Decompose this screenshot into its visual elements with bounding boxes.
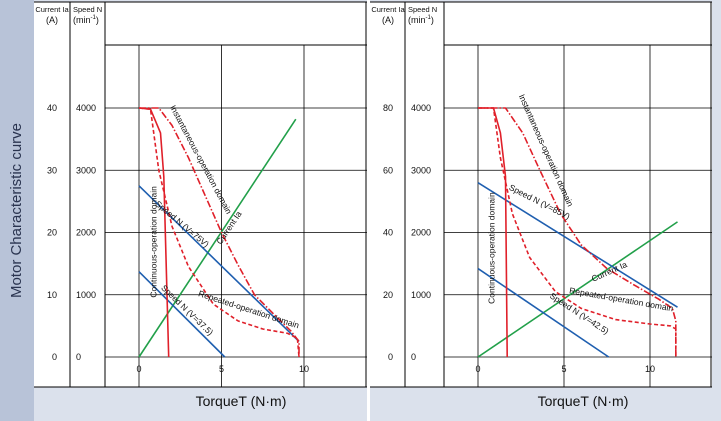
x-tick-label: 10 <box>645 364 655 374</box>
speed-tick-label: 3000 <box>411 165 431 175</box>
series-line-0 <box>138 118 297 358</box>
x-tick-label: 10 <box>299 364 309 374</box>
current-tick-label: 20 <box>47 228 57 238</box>
plot-area <box>105 2 367 387</box>
speed-axis-unit: (min-1) <box>73 15 99 25</box>
current-tick-label: 0 <box>52 352 57 362</box>
sidebar: Motor Characteristic curve <box>0 0 34 421</box>
series-line-2 <box>138 271 226 358</box>
x-axis-title: TorqueT (N·m) <box>538 393 629 409</box>
sidebar-title: Motor Characteristic curve <box>0 0 34 421</box>
current-tick-label: 30 <box>47 165 57 175</box>
current-axis-unit: (A) <box>46 15 58 25</box>
x-tick-label: 0 <box>475 364 480 374</box>
sidebar-title-text: Motor Characteristic curve <box>8 122 26 299</box>
current-axis-title: Current Ia <box>371 5 405 14</box>
speed-unit-sup: -1 <box>91 15 97 21</box>
x-tick-label: 0 <box>136 364 141 374</box>
speed-unit-base: (min <box>408 15 426 25</box>
current-tick-label: 80 <box>383 103 393 113</box>
series-line-5 <box>138 107 300 358</box>
speed-axis-unit: (min-1) <box>408 15 434 25</box>
current-tick-label: 40 <box>383 228 393 238</box>
speed-axis-title: Speed N <box>408 5 437 14</box>
series-label: Continuous-operation domain <box>148 186 158 298</box>
motor-chart-right: Current Ia(A) Speed N(min-1) 0 0 20 1000 40 200… <box>370 1 712 409</box>
speed-tick-label: 0 <box>411 352 416 362</box>
series-line-2 <box>477 267 610 358</box>
speed-unit-sup: -1 <box>426 15 432 21</box>
current-axis-title: Current Ia <box>35 5 69 14</box>
x-tick-label: 5 <box>561 364 566 374</box>
current-tick-label: 10 <box>47 290 57 300</box>
current-tick-label: 40 <box>47 103 57 113</box>
speed-tick-label: 1000 <box>411 290 431 300</box>
series-line-4 <box>139 107 300 357</box>
x-tick-label: 5 <box>219 364 224 374</box>
current-tick-label: 0 <box>388 352 393 362</box>
series-line-5 <box>478 107 677 357</box>
current-axis-unit: (A) <box>382 15 394 25</box>
speed-tick-label: 3000 <box>76 165 96 175</box>
plot-area <box>444 2 712 387</box>
series-line-1 <box>477 182 678 308</box>
speed-unit-close: ) <box>96 15 99 25</box>
speed-unit-base: (min <box>73 15 91 25</box>
series-line-1 <box>138 185 300 342</box>
current-tick-label: 20 <box>383 290 393 300</box>
speed-tick-label: 2000 <box>411 228 431 238</box>
speed-tick-label: 0 <box>76 352 81 362</box>
motor-chart-left: Current Ia(A) Speed N(min-1) 0 0 10 1000 20 200… <box>34 1 367 409</box>
chart-panel-right: Current Ia (A) Speed N (min-1) 0 0 20 1000 40 200… <box>370 0 721 421</box>
speed-unit-close: ) <box>431 15 434 25</box>
axis-column-area <box>370 2 444 387</box>
speed-tick-label: 1000 <box>76 290 96 300</box>
speed-tick-label: 4000 <box>76 103 96 113</box>
series-label: Continuous-operation domain <box>486 192 496 304</box>
speed-tick-label: 4000 <box>411 103 431 113</box>
series-line-4 <box>478 107 677 357</box>
x-axis-title: TorqueT (N·m) <box>196 393 287 409</box>
chart-panel-left: Current Ia (A) Speed N (min-1) 0 0 10 1000 20 200… <box>34 0 367 421</box>
speed-tick-label: 2000 <box>76 228 96 238</box>
speed-axis-title: Speed N <box>73 5 102 14</box>
current-tick-label: 60 <box>383 165 393 175</box>
series-line-0 <box>477 221 678 358</box>
